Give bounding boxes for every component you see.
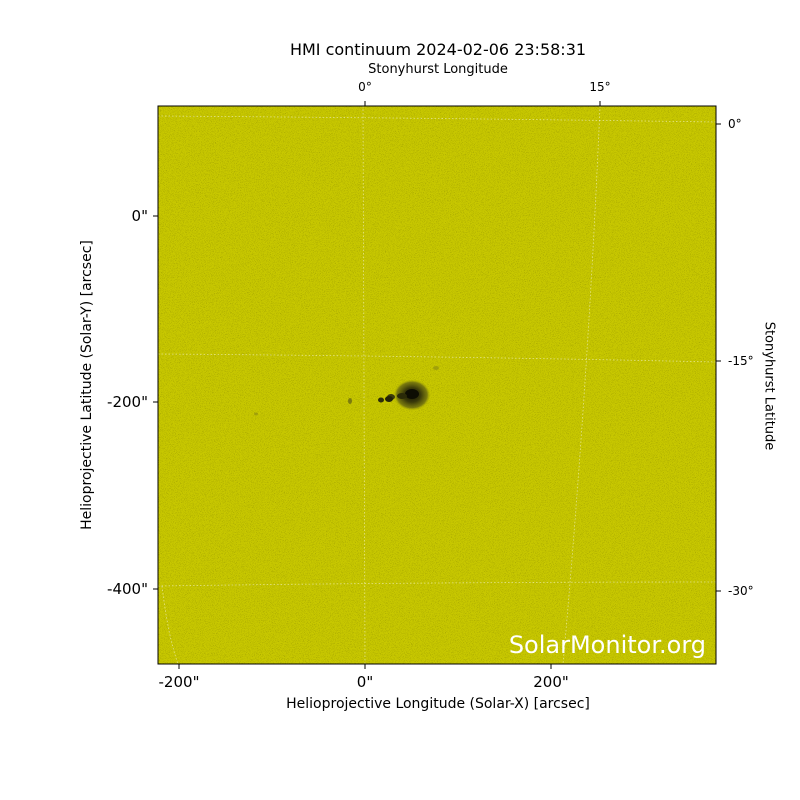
watermark: SolarMonitor.org — [508, 631, 706, 659]
right-tick-label: -15° — [728, 354, 754, 368]
image-grain — [158, 106, 716, 664]
top-tick-label: 15° — [589, 80, 611, 94]
bottom-tick-label: 0" — [356, 673, 374, 691]
left-tick-label: -400" — [107, 580, 148, 598]
top-tick-label: 0° — [358, 80, 372, 94]
chart-title: HMI continuum 2024-02-06 23:58:31 — [289, 40, 587, 59]
solar-image-svg — [158, 106, 716, 664]
top-axis-label: Stonyhurst Longitude — [368, 62, 508, 77]
y-axis-label: Helioprojective Latitude (Solar-Y) [arcs… — [79, 240, 95, 530]
right-axis-label: Stonyhurst Latitude — [761, 321, 777, 451]
right-tick-label: -30° — [728, 584, 754, 598]
x-axis-label: Helioprojective Longitude (Solar-X) [arc… — [286, 696, 590, 712]
bottom-tick-label: -200" — [158, 673, 200, 691]
left-tick-label: 0" — [131, 207, 148, 225]
right-tick-label: 0° — [728, 117, 742, 131]
solar-image: SolarMonitor.org — [158, 106, 716, 664]
left-tick-label: -200" — [107, 393, 148, 411]
bottom-tick-label: 200" — [533, 673, 569, 691]
